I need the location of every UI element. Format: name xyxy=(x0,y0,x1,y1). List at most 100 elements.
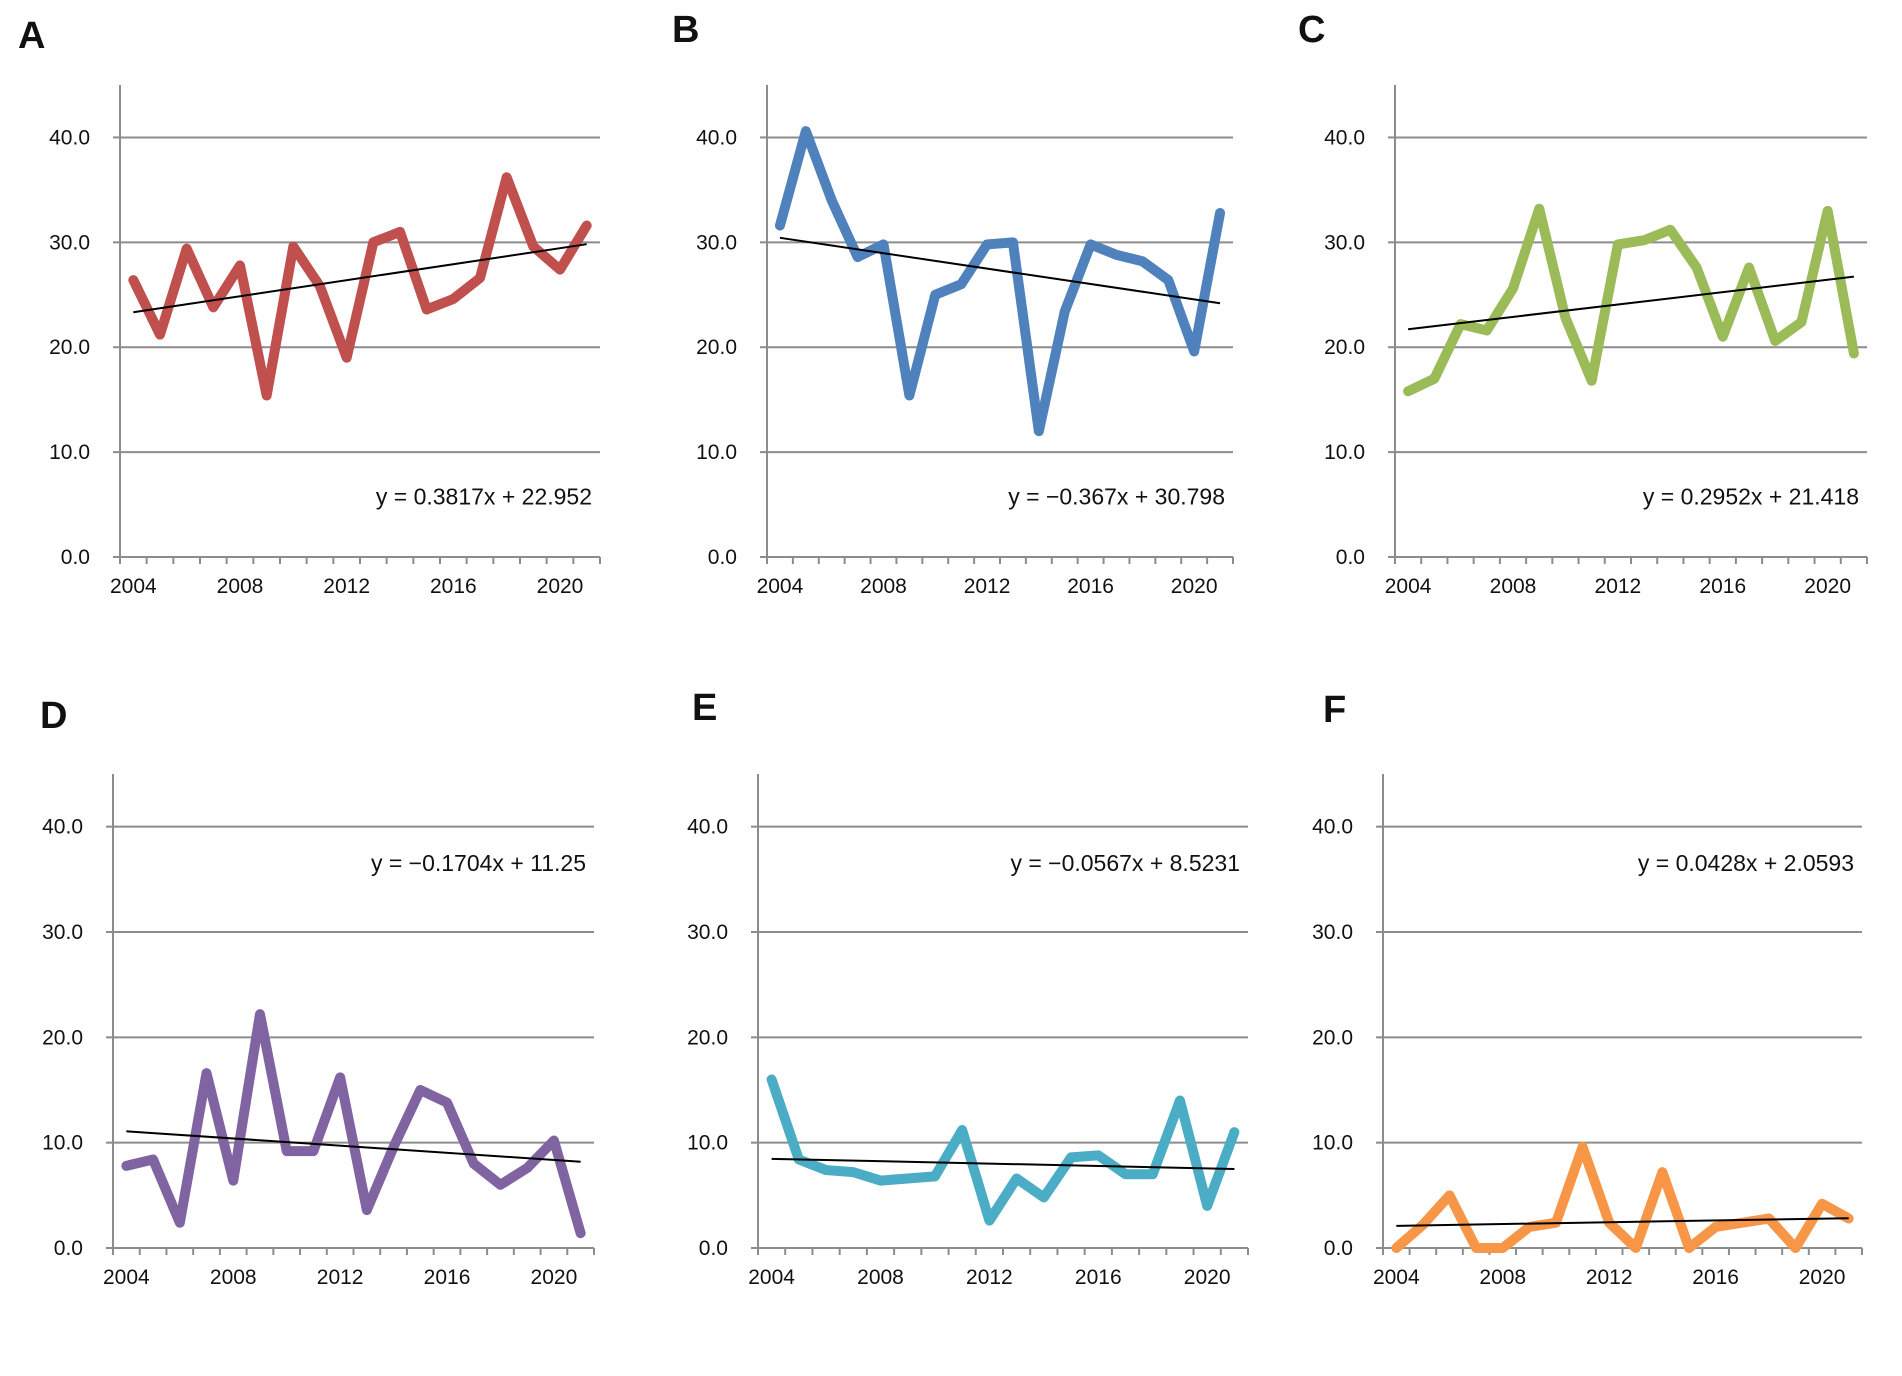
panel-d-data-point xyxy=(442,1098,452,1108)
panel-e-xtick-label: 2016 xyxy=(1075,1266,1122,1289)
panel-c-xtick-label: 2020 xyxy=(1804,575,1851,598)
panel-a-data-point xyxy=(555,265,565,275)
panel-a-data-point xyxy=(475,273,485,283)
panel-d-data-point xyxy=(175,1218,185,1228)
panel-d-trend-equation: y = −0.1704x + 11.25 xyxy=(371,850,586,876)
panel-e-xtick-label: 2004 xyxy=(748,1266,795,1289)
panel-b-data-point xyxy=(1060,307,1070,317)
panel-e-data-point xyxy=(1229,1127,1239,1137)
panel-d-data-point xyxy=(362,1205,372,1215)
panel-b-data-point xyxy=(801,126,811,136)
panel-a-ytick-label: 30.0 xyxy=(49,231,90,254)
panel-a-xtick-label: 2004 xyxy=(110,575,157,598)
panel-c-data-point xyxy=(1534,204,1544,214)
panel-c-ytick-label: 40.0 xyxy=(1324,126,1365,149)
panel-c-data-point xyxy=(1560,313,1570,323)
panel-e-data-point xyxy=(984,1216,994,1226)
panel-c-ytick-label: 10.0 xyxy=(1324,441,1365,464)
panel-e-letter: E xyxy=(692,687,717,729)
panel-c-data-point xyxy=(1639,235,1649,245)
panel-b-data-point xyxy=(853,252,863,262)
panel-e: E 0.0 10.0 20.0 30.0 40.0 2004 2008 2012 2016 2020… xyxy=(687,687,1249,1289)
panel-f-xtick-label: 2020 xyxy=(1799,1266,1846,1289)
panel-a-data-point xyxy=(342,353,352,363)
panel-d-trend-line xyxy=(126,1130,581,1163)
panel-b-data-point xyxy=(1034,426,1044,436)
panel-b-xtick-label: 2012 xyxy=(964,575,1011,598)
panel-d-data-point xyxy=(121,1161,131,1171)
panel-b-data-point xyxy=(982,239,992,249)
panel-c-data-point xyxy=(1482,325,1492,335)
panel-c-trend-line xyxy=(1407,275,1855,331)
panel-e-data-point xyxy=(1175,1096,1185,1106)
panel-c-xtick-label: 2012 xyxy=(1595,575,1642,598)
panel-d-ytick-label: 30.0 xyxy=(42,921,83,944)
panel-c-xtick-label: 2008 xyxy=(1490,575,1537,598)
panel-e-data-point xyxy=(1093,1150,1103,1160)
panel-d-letter: D xyxy=(40,695,67,737)
panel-b-trend-equation: y = −0.367x + 30.798 xyxy=(1008,484,1225,510)
panel-c-data-point xyxy=(1692,263,1702,273)
panel-a-ytick-label: 10.0 xyxy=(49,441,90,464)
panel-d-data-point xyxy=(415,1085,425,1095)
panel-e-ytick-label: 0.0 xyxy=(699,1237,728,1260)
panel-f-data-point xyxy=(1445,1190,1455,1200)
panel-d-xtick-label: 2012 xyxy=(317,1266,364,1289)
panel-e-data-point xyxy=(821,1165,831,1175)
panel-f-data-point xyxy=(1817,1199,1827,1209)
panel-e-data-point xyxy=(767,1074,777,1084)
panel-a-data-point xyxy=(368,237,378,247)
panel-e-data-point xyxy=(1121,1169,1131,1179)
panel-c-data-point xyxy=(1429,374,1439,384)
panel-b-data-point xyxy=(1086,239,1096,249)
panel-d-ytick-label: 0.0 xyxy=(54,1237,83,1260)
panel-d-data-point xyxy=(495,1180,505,1190)
panel-f: F 0.0 10.0 20.0 30.0 40.0 2004 2008 2012 2016 2020… xyxy=(1312,689,1863,1289)
panel-e-ytick-label: 10.0 xyxy=(687,1132,728,1155)
panel-a-ytick-label: 0.0 xyxy=(61,546,90,569)
panel-c-data-point xyxy=(1796,317,1806,327)
panel-e-xtick-label: 2012 xyxy=(966,1266,1013,1289)
panel-a-xtick-label: 2016 xyxy=(430,575,477,598)
panel-c-ytick-label: 20.0 xyxy=(1324,336,1365,359)
panel-c-letter: C xyxy=(1298,9,1325,51)
panel-d-data-point xyxy=(308,1146,318,1156)
panel-f-data-point xyxy=(1657,1167,1667,1177)
panel-b-letter: B xyxy=(672,9,699,51)
panel-c-data-point xyxy=(1508,283,1518,293)
panel-a-xtick-label: 2020 xyxy=(537,575,584,598)
panel-b-series-line xyxy=(774,126,1226,437)
panel-c-data-point xyxy=(1744,263,1754,273)
panel-f-data-point xyxy=(1498,1243,1508,1253)
panel-e-data-point xyxy=(876,1176,886,1186)
panel-d-data-point xyxy=(549,1136,559,1146)
panel-b-data-point xyxy=(827,195,837,205)
panel-d-xtick-label: 2016 xyxy=(424,1266,471,1289)
panel-e-ytick-label: 20.0 xyxy=(687,1026,728,1049)
panel-a-ytick-label: 20.0 xyxy=(49,336,90,359)
panel-f-data-point xyxy=(1578,1142,1588,1152)
panel-f-xtick-label: 2012 xyxy=(1586,1266,1633,1289)
panel-b-data-point xyxy=(1189,346,1199,356)
panel-b-ytick-label: 40.0 xyxy=(696,126,737,149)
panel-e-data-point xyxy=(957,1125,967,1135)
panel-a-data-point xyxy=(208,302,218,312)
panel-c-ytick-label: 0.0 xyxy=(1336,546,1365,569)
panel-b-data-point xyxy=(1008,237,1018,247)
panel-b: B 0.0 10.0 20.0 30.0 40.0 2004 2008 2012 2016 2020… xyxy=(672,9,1234,598)
panel-d-xtick-label: 2008 xyxy=(210,1266,257,1289)
panel-e-xtick-label: 2008 xyxy=(857,1266,904,1289)
panel-f-trend-equation: y = 0.0428x + 2.0593 xyxy=(1638,850,1854,876)
panel-a-data-point xyxy=(128,275,138,285)
panel-d-data-point xyxy=(148,1155,158,1165)
panel-f-series-line xyxy=(1391,1141,1854,1253)
panel-c-data-point xyxy=(1587,376,1597,386)
panel-f-data-point xyxy=(1684,1243,1694,1253)
panel-c-data-point xyxy=(1823,206,1833,216)
panel-b-trend-line xyxy=(779,236,1221,305)
panel-e-ytick-label: 40.0 xyxy=(687,816,728,839)
panel-d-xtick-label: 2020 xyxy=(531,1266,578,1289)
panel-f-letter: F xyxy=(1323,689,1346,731)
panel-d-data-point xyxy=(576,1228,586,1238)
